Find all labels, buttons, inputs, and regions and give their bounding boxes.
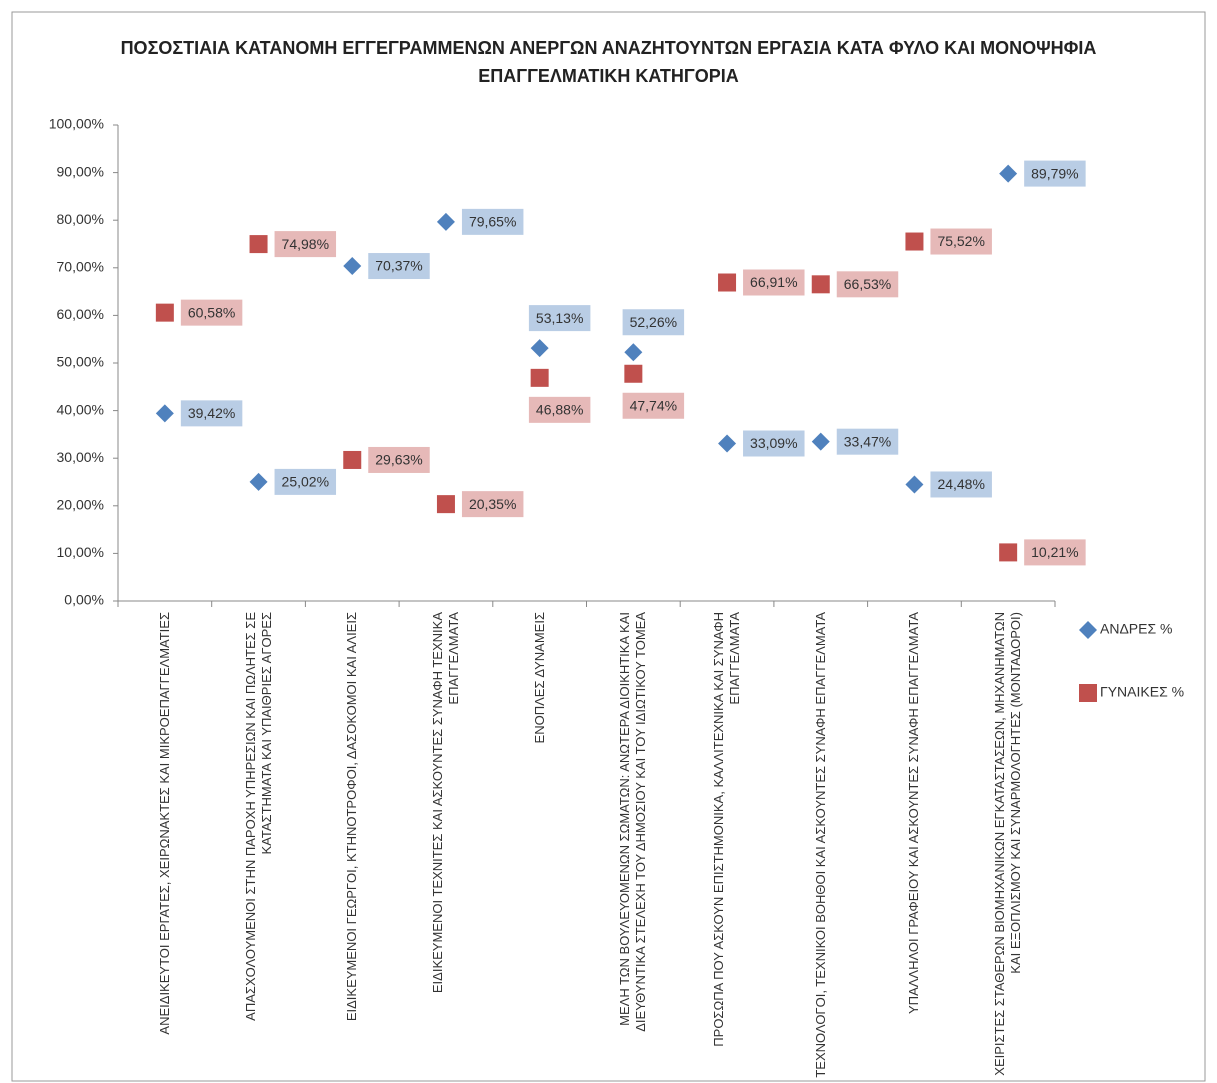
data-label: 29,63% (375, 452, 422, 468)
data-label-bg (180, 400, 243, 427)
data-label-bg (622, 392, 685, 419)
marker (811, 275, 830, 294)
data-label-bg (368, 253, 430, 280)
data-label: 89,79% (1031, 165, 1078, 181)
y-tick-label: 80,00% (57, 211, 104, 227)
x-tick-label: ΕΝΟΠΛΕΣ ΔΥΝΑΜΕΙΣ (531, 612, 547, 744)
data-label-bg (930, 471, 992, 498)
data-label: 74,98% (282, 236, 329, 252)
data-label-bg (1024, 160, 1086, 187)
data-label: 79,65% (469, 214, 516, 230)
marker (155, 404, 174, 423)
marker (249, 472, 268, 491)
legend-label: ΓΥΝΑΙΚΕΣ % (1100, 684, 1184, 700)
data-label: 52,26% (630, 314, 677, 330)
data-label: 66,53% (844, 276, 891, 292)
legend-label: ΑΝΔΡΕΣ % (1100, 621, 1172, 637)
marker (811, 432, 830, 451)
marker (905, 475, 924, 494)
data-label: 33,47% (844, 433, 891, 449)
data-label: 70,37% (375, 258, 422, 274)
marker (999, 543, 1018, 562)
y-tick-label: 100,00% (49, 116, 104, 132)
x-tick-label: ΕΙΔΙΚΕΥΜΕΝΟΙ ΓΕΩΡΓΟΙ, ΚΤΗΝΟΤΡΟΦΟΙ, ΔΑΣΟΚ… (344, 612, 360, 1022)
x-tick-label: ΕΙΔΙΚΕΥΜΕΝΟΙ ΤΕΧΝΙΤΕΣ ΚΑΙ ΑΣΚΟΥΝΤΕΣ ΣΥΝΑ… (429, 612, 461, 994)
marker (1079, 684, 1097, 702)
data-label: 66,91% (750, 274, 797, 290)
y-tick-label: 40,00% (57, 401, 104, 417)
data-label: 24,48% (937, 476, 984, 492)
data-label-bg (274, 231, 337, 258)
x-tick-label: ΥΠΑΛΛΗΛΟΙ ΓΡΑΦΕΙΟΥ ΚΑΙ ΑΣΚΟΥΝΤΕΣ ΣΥΝΑΦΗ … (906, 612, 922, 1014)
data-label-bg (461, 208, 524, 235)
marker (436, 495, 455, 514)
data-label: 46,88% (536, 402, 583, 418)
data-label: 47,74% (630, 397, 677, 413)
data-label-bg (930, 228, 992, 255)
y-tick-label: 0,00% (64, 592, 104, 608)
marker (436, 212, 455, 231)
marker (530, 368, 549, 387)
y-tick-label: 30,00% (57, 449, 104, 465)
marker (624, 364, 643, 383)
data-label-bg (1024, 539, 1086, 566)
x-tick-label: ΧΕΙΡΙΣΤΕΣ ΣΤΑΘΕΡΩΝ ΒΙΟΜΗΧΑΝΙΚΩΝ ΕΓΚΑΤΑΣΤ… (992, 612, 1024, 1076)
data-label: 53,13% (536, 310, 583, 326)
data-label-bg (274, 468, 337, 495)
data-label: 25,02% (282, 474, 329, 490)
data-label-bg (622, 309, 685, 336)
data-label: 33,09% (750, 435, 797, 451)
marker (718, 273, 737, 292)
data-label-bg (836, 428, 899, 455)
data-label-bg (368, 446, 430, 473)
x-tick-label: ΜΕΛΗ ΤΩΝ ΒΟΥΛΕΥΟΜΕΝΩΝ ΣΩΜΑΤΩΝ: ΑΝΩΤΕΡΑ Δ… (617, 612, 649, 1032)
marker (1079, 621, 1097, 639)
marker (530, 339, 549, 358)
data-label: 10,21% (1031, 544, 1078, 560)
x-tick-label: ΑΝΕΙΔΙΚΕΥΤΟΙ ΕΡΓΑΤΕΣ, ΧΕΙΡΩΝΑΚΤΕΣ ΚΑΙ ΜΙ… (156, 612, 172, 1035)
marker (249, 235, 268, 254)
y-tick-label: 50,00% (57, 354, 104, 370)
data-label-bg (836, 271, 899, 298)
y-tick-label: 90,00% (57, 163, 104, 179)
marker (343, 450, 362, 469)
chart-title: ΠΟΣΟΣΤΙΑΙΑ ΚΑΤΑΝΟΜΗ ΕΓΓΕΓΡΑΜΜΕΝΩΝ ΑΝΕΡΓΩ… (120, 38, 1097, 86)
data-label-bg (743, 430, 805, 457)
x-tick-label: ΠΡΟΣΩΠΑ ΠΟΥ ΑΣΚΟΥΝ ΕΠΙΣΤΗΜΟΝΙΚΑ, ΚΑΛΛΙΤΕ… (711, 612, 743, 1047)
x-tick-label: ΤΕΧΝΟΛΟΓΟΙ, ΤΕΧΝΙΚΟΙ ΒΟΗΘΟΙ ΚΑΙ ΑΣΚΟΥΝΤΕ… (812, 612, 828, 1078)
data-label: 20,35% (469, 496, 516, 512)
y-tick-label: 10,00% (57, 544, 104, 560)
data-label-bg (743, 269, 805, 296)
data-label-bg (180, 299, 243, 326)
data-label: 75,52% (937, 233, 984, 249)
x-tick-label: ΑΠΑΣΧΟΛΟΥΜΕΝΟΙ ΣΤΗΝ ΠΑΡΟΧΗ ΥΠΗΡΕΣΙΩΝ ΚΑΙ… (242, 612, 274, 1021)
marker (624, 343, 643, 362)
data-label-bg (528, 396, 591, 423)
y-tick-label: 70,00% (57, 259, 104, 275)
y-tick-label: 60,00% (57, 306, 104, 322)
marker (718, 434, 737, 453)
marker (155, 303, 174, 322)
data-label: 39,42% (188, 405, 235, 421)
data-label-bg (528, 305, 591, 332)
marker (343, 257, 362, 276)
data-label-bg (461, 491, 524, 518)
data-label: 60,58% (188, 304, 235, 320)
marker (999, 164, 1018, 183)
y-tick-label: 20,00% (57, 497, 104, 513)
marker (905, 232, 924, 251)
